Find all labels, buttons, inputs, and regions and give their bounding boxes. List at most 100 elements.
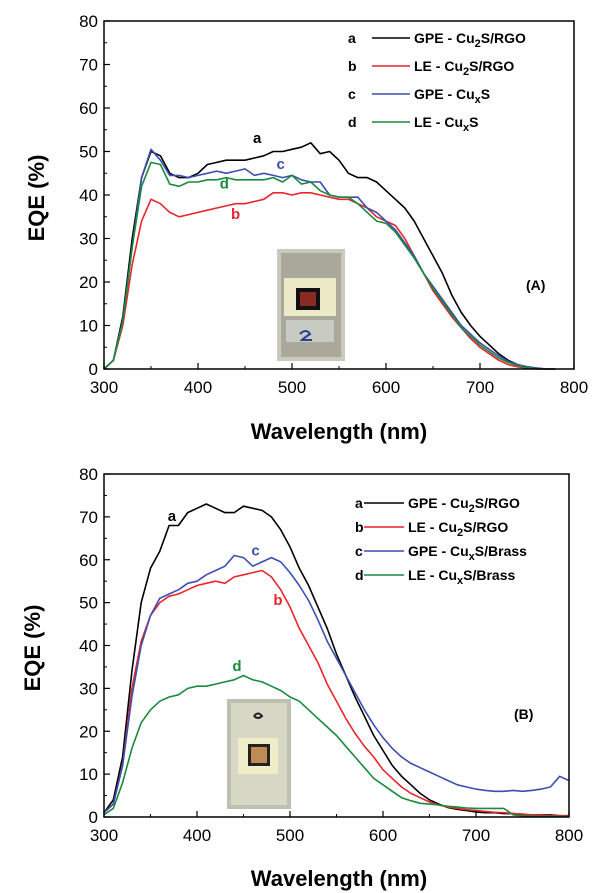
legend-text-prefix: GPE - Cu	[414, 30, 475, 46]
legend-text-subscript: 2	[463, 66, 469, 78]
panel-b-inset-device-photo	[227, 699, 291, 809]
panel-a-y-tick-label: 60	[79, 99, 98, 118]
panel-a-x-tick-label: 300	[90, 378, 118, 397]
panel-b-series-c-line	[103, 554, 570, 814]
panel-b-y-tick-label: 80	[79, 465, 98, 484]
panel-a-y-tick-label: 30	[79, 230, 98, 249]
panel-b-curve-labels: a b c d	[168, 508, 283, 675]
panel-a-x-tick-label: 600	[372, 378, 400, 397]
panel-a-legend-letter-b: b	[348, 58, 357, 74]
panel-a-series-a-line	[103, 142, 556, 370]
panel-b-y-tick-label: 30	[79, 679, 98, 698]
panel-b-series-b-line	[103, 569, 570, 817]
legend-text-subscript: x	[457, 575, 464, 587]
panel-b-x-axis-label: Wavelength (nm)	[251, 866, 427, 891]
panel-a-y-tick-label: 50	[79, 143, 98, 162]
panel-a-series-b-line	[103, 192, 556, 370]
panel-b-x-tick-label: 800	[555, 826, 583, 845]
panel-b-y-tick-label: 50	[79, 594, 98, 613]
panel-a-legend-letter-c: c	[348, 86, 356, 102]
panel-b-legend-entry-d: LE - CuxS/Brass	[408, 567, 515, 587]
legend-text-prefix: GPE - Cu	[408, 495, 469, 511]
panel-a-legend-entry-d: LE - CuxS	[414, 114, 478, 134]
panel-b-y-tick-label: 20	[79, 722, 98, 741]
legend-text-suffix: S	[481, 86, 490, 102]
panel-a-curve-label-c: c	[277, 156, 285, 173]
legend-text-suffix: S/RGO	[481, 30, 526, 46]
legend-text-suffix: S/Brass	[463, 567, 515, 583]
panel-a-series-d-line	[103, 161, 556, 370]
panel-b-curve-label-b: b	[273, 592, 282, 609]
legend-text-suffix: S/RGO	[463, 519, 508, 535]
panel-a-series-lines	[103, 142, 556, 370]
panel-b-legend-letter-a: a	[355, 495, 363, 511]
panel-b-x-tick-label: 400	[183, 826, 211, 845]
panel-a-legend-entry-a: GPE - Cu2S/RGO	[414, 30, 526, 50]
legend-text-suffix: S/RGO	[475, 495, 520, 511]
panel-b-y-axis-label: EQE (%)	[20, 605, 45, 692]
panel-b-x-tick-label: 500	[276, 826, 304, 845]
legend-text-subscript: x	[469, 551, 476, 563]
legend-text-subscript: x	[475, 94, 482, 106]
panel-b-curve-label-a: a	[168, 508, 177, 525]
chart-panel-b: EQE (%) Wavelength (nm) 300 400 500 600 700 8…	[20, 465, 583, 891]
panel-a-y-tick-label: 10	[79, 317, 98, 336]
panel-a-inset-device-photo	[277, 249, 345, 361]
panel-b-x-tick-label: 300	[90, 826, 118, 845]
legend-text-prefix: LE - Cu	[408, 519, 457, 535]
legend-text-prefix: GPE - Cu	[414, 86, 475, 102]
panel-a-curve-label-b: b	[231, 206, 240, 223]
panel-a-legend-letter-a: a	[348, 30, 356, 46]
panel-b-curve-label-c: c	[251, 542, 259, 559]
panel-a-x-axis-label: Wavelength (nm)	[251, 419, 427, 444]
panel-a-legend-entry-b: LE - Cu2S/RGO	[414, 58, 514, 78]
panel-b-y-tick-label: 40	[79, 637, 98, 656]
panel-b-legend-entry-a: GPE - Cu2S/RGO	[408, 495, 520, 515]
legend-text-subscript: x	[463, 122, 470, 134]
panel-a-legend-entry-c: GPE - CuxS	[414, 86, 490, 106]
panel-b-legend-letter-d: d	[355, 567, 364, 583]
panel-a-ticks: 300 400 500 600 700 800 0 10 20 30 40 50 60 70 80	[79, 12, 588, 397]
panel-a-y-tick-label: 0	[89, 360, 98, 379]
legend-text-subscript: 2	[457, 527, 463, 539]
panel-a-curve-label-a: a	[253, 130, 262, 147]
panel-b-legend-entry-c: GPE - CuxS/Brass	[408, 543, 527, 563]
panel-b-y-tick-label: 0	[89, 808, 98, 827]
panel-a-legend-letter-d: d	[348, 114, 357, 130]
panel-b-ticks: 300 400 500 600 700 800 0 10 20 30 40 50 60 70 80	[79, 465, 583, 845]
panel-b-x-tick-label: 600	[369, 826, 397, 845]
legend-text-prefix: LE - Cu	[414, 58, 463, 74]
panel-a-x-tick-label: 400	[184, 378, 212, 397]
legend-text-prefix: LE - Cu	[408, 567, 457, 583]
legend-text-prefix: GPE - Cu	[408, 543, 469, 559]
panel-a-x-tick-label: 700	[466, 378, 494, 397]
panel-b-label: (B)	[514, 706, 533, 722]
panel-a-y-tick-label: 70	[79, 56, 98, 75]
panel-a-plot-frame	[103, 20, 575, 370]
legend-text-subscript: 2	[469, 503, 475, 515]
panel-a-x-tick-label: 500	[278, 378, 306, 397]
panel-a-label: (A)	[526, 277, 545, 293]
panel-b-plot-frame	[103, 473, 570, 818]
panel-a-curve-labels: a b c d	[220, 130, 285, 223]
panel-b-x-tick-label: 700	[462, 826, 490, 845]
panel-a-y-tick-label: 40	[79, 186, 98, 205]
legend-text-prefix: LE - Cu	[414, 114, 463, 130]
panel-b-legend-letter-b: b	[355, 519, 364, 535]
panel-b-curve-label-d: d	[232, 658, 241, 675]
panel-a-curve-label-d: d	[220, 175, 229, 192]
panel-a-x-tick-label: 800	[560, 378, 588, 397]
panel-a-y-tick-label: 80	[79, 12, 98, 31]
panel-b-series-lines	[103, 503, 570, 818]
panel-a-y-axis-label: EQE (%)	[24, 155, 49, 242]
panel-a-y-tick-label: 20	[79, 273, 98, 292]
panel-b-legend-letter-c: c	[355, 543, 363, 559]
panel-b-y-tick-label: 10	[79, 765, 98, 784]
panel-b-series-d-line	[103, 674, 569, 818]
panel-b-y-tick-label: 70	[79, 508, 98, 527]
panel-b-legend-entry-b: LE - Cu2S/RGO	[408, 519, 508, 539]
legend-text-suffix: S	[469, 114, 478, 130]
